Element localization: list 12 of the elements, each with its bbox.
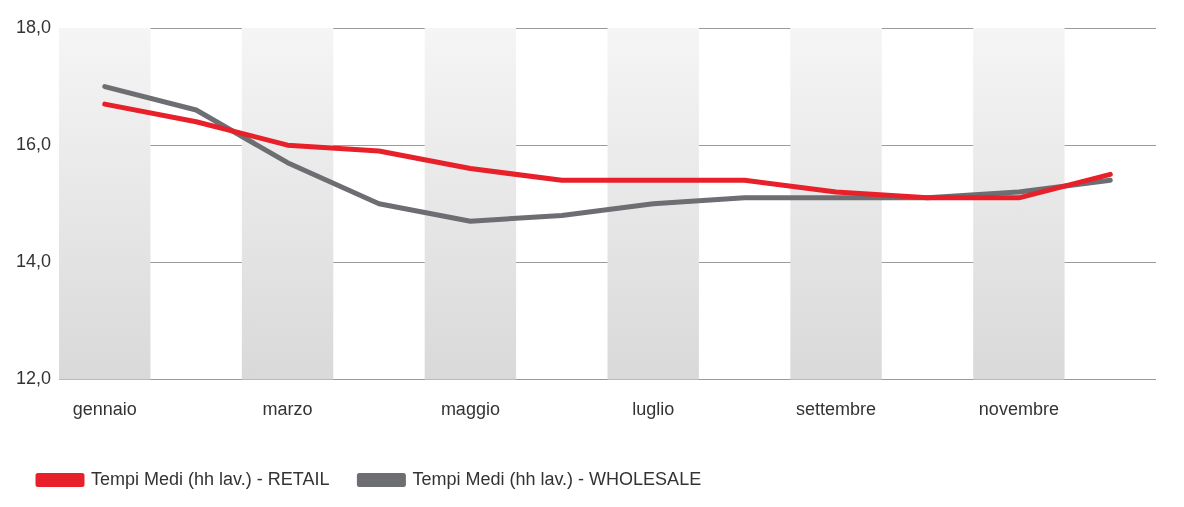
x-tick-label: novembre (978, 399, 1059, 420)
y-tick-label: 16,0 (15, 134, 52, 155)
x-tick-label: luglio (632, 399, 675, 420)
y-tick-label: 14,0 (15, 251, 52, 272)
legend-label: Tempi Medi (hh lav.) - WHOLESALE (412, 468, 702, 489)
x-tick-label: gennaio (72, 399, 137, 420)
x-tick-label: maggio (440, 399, 500, 420)
legend-label: Tempi Medi (hh lav.) - RETAIL (91, 468, 330, 489)
y-tick-label: 18,0 (15, 16, 52, 37)
x-tick-label: settembre (796, 399, 877, 420)
x-tick-label: marzo (262, 399, 313, 420)
y-tick-label: 12,0 (15, 368, 52, 389)
